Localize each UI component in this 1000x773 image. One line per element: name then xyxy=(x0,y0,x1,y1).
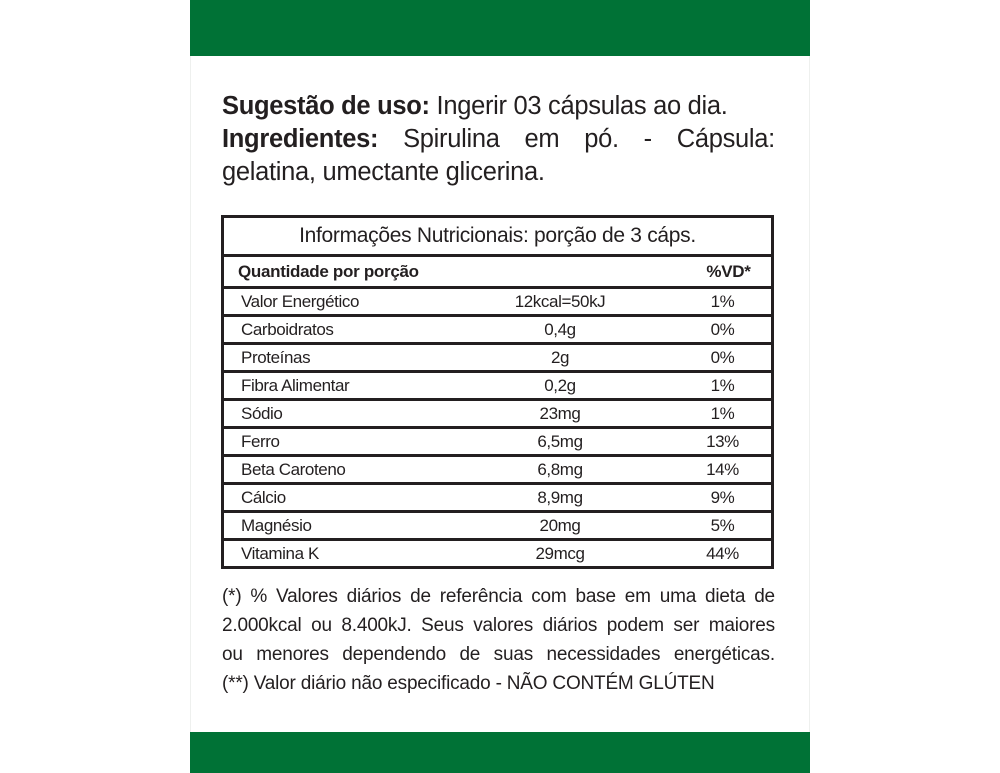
nutrient-dv: 1% xyxy=(710,292,735,311)
table-row: Beta Caroteno 6,8mg 14% xyxy=(224,457,771,485)
footnote-word: suas xyxy=(493,644,534,665)
footnote-word: dieta xyxy=(705,586,746,607)
table-row: Proteínas 2g 0% xyxy=(224,345,771,373)
nutrient-amount: 20mg xyxy=(539,516,581,535)
footnote-word: com xyxy=(531,586,567,607)
footnote-word: energéticas. xyxy=(673,644,775,665)
table-row: Carboidratos 0,4g 0% xyxy=(224,317,771,345)
ingredients-word: Spirulina xyxy=(403,125,500,153)
nutrient-amount: 0,4g xyxy=(544,320,576,339)
header-quantity: Quantidade por porção xyxy=(238,262,419,281)
header-amount xyxy=(484,257,636,286)
footnote-word: Valores xyxy=(276,586,338,607)
nutrient-name: Vitamina K xyxy=(241,544,319,563)
nutrient-dv: 5% xyxy=(710,516,735,535)
footnote-word: Seus xyxy=(421,615,464,636)
usage-and-ingredients: Sugestão de uso: Ingerir 03 cápsulas ao … xyxy=(222,90,775,189)
label-panel xyxy=(190,0,810,773)
footnote-word: em xyxy=(624,586,651,607)
nutrient-dv: 1% xyxy=(710,376,735,395)
nutrient-amount: 8,9mg xyxy=(537,488,583,507)
nutrient-name: Sódio xyxy=(241,404,283,423)
nutrient-amount: 12kcal=50kJ xyxy=(514,292,606,311)
footnote-word: necessidades xyxy=(546,644,661,665)
ingredients-line-2: gelatina, umectante glicerina. xyxy=(222,158,545,186)
table-row: Fibra Alimentar 0,2g 1% xyxy=(224,373,771,401)
footnote-word: de xyxy=(459,644,481,665)
table-row: Valor Energético 12kcal=50kJ 1% xyxy=(224,289,771,317)
ingredients-line: Ingredientes: Spirulina em pó. - Cápsula… xyxy=(222,123,775,156)
nutrition-table-title: Informações Nutricionais: porção de 3 cá… xyxy=(224,218,771,257)
ingredients-label: Ingredientes: xyxy=(222,125,379,153)
footnote-word: ou xyxy=(311,615,332,636)
nutrition-facts-table: Informações Nutricionais: porção de 3 cá… xyxy=(221,215,774,569)
footnote-word: ou xyxy=(222,644,243,665)
nutrient-amount: 2g xyxy=(550,348,570,367)
footnote-word: de xyxy=(754,586,775,607)
nutrient-name: Fibra Alimentar xyxy=(241,376,350,395)
ingredients-word: Cápsula: xyxy=(676,125,776,153)
usage-label: Sugestão de uso: xyxy=(222,92,430,120)
nutrient-name: Ferro xyxy=(241,432,280,451)
footnote-word: diários xyxy=(346,586,402,607)
footnote-word: maiores xyxy=(708,615,775,636)
footnote-word: valores xyxy=(473,615,534,636)
footnote-word: % xyxy=(250,586,268,607)
nutrient-name: Beta Caroteno xyxy=(241,460,346,479)
nutrient-dv: 0% xyxy=(710,320,735,339)
footnote-word: diários xyxy=(542,615,598,636)
ingredients-word: pó. xyxy=(584,125,619,153)
footnote-word: (*) xyxy=(222,586,242,607)
ingredients-word: em xyxy=(524,125,560,153)
table-row: Ferro 6,5mg 13% xyxy=(224,429,771,457)
table-row: Magnésio 20mg 5% xyxy=(224,513,771,541)
footnote-word: de xyxy=(410,586,431,607)
nutrient-dv: 1% xyxy=(710,404,735,423)
nutrient-dv: 0% xyxy=(710,348,735,367)
table-row: Cálcio 8,9mg 9% xyxy=(224,485,771,513)
nutrient-dv: 14% xyxy=(706,460,739,479)
footnote-word: base xyxy=(575,586,616,607)
nutrition-table-body: Valor Energético 12kcal=50kJ 1% Carboidrat… xyxy=(224,289,771,566)
footnote-word: referência xyxy=(439,586,523,607)
nutrient-name: Carboidratos xyxy=(241,320,334,339)
nutrient-dv: 13% xyxy=(706,432,739,451)
nutrient-amount: 6,5mg xyxy=(537,432,583,451)
bottom-green-band xyxy=(190,732,810,773)
footnote-word: 2.000kcal xyxy=(222,615,302,636)
nutrient-dv: 44% xyxy=(706,544,739,563)
nutrient-name: Proteínas xyxy=(241,348,311,367)
nutrient-name: Magnésio xyxy=(241,516,312,535)
ingredients-word: - xyxy=(643,125,653,153)
footnote-word: menores xyxy=(256,644,329,665)
nutrient-name: Valor Energético xyxy=(241,292,360,311)
footnote-line-4: (**) Valor diário não especificado - NÃO… xyxy=(222,673,715,694)
nutrient-dv: 9% xyxy=(710,488,735,507)
top-green-band xyxy=(190,0,810,56)
usage-line: Sugestão de uso: Ingerir 03 cápsulas ao … xyxy=(222,90,775,123)
header-dv: %VD* xyxy=(706,262,751,281)
nutrient-amount: 6,8mg xyxy=(537,460,583,479)
footnote-word: uma xyxy=(659,586,697,607)
nutrient-amount: 29mcg xyxy=(535,544,585,563)
footnote: (*) % Valores diários de referência com … xyxy=(222,582,775,698)
table-row: Sódio 23mg 1% xyxy=(224,401,771,429)
nutrient-name: Cálcio xyxy=(241,488,286,507)
footnote-word: podem xyxy=(606,615,664,636)
footnote-line-3: ou menores dependendo de suas necessidad… xyxy=(222,640,775,669)
usage-text: Ingerir 03 cápsulas ao dia. xyxy=(436,92,728,120)
footnote-word: ser xyxy=(673,615,700,636)
nutrition-table-header: Quantidade por porção %VD* xyxy=(224,257,771,289)
footnote-line-1: (*) % Valores diários de referência com … xyxy=(222,582,775,611)
footnote-word: dependendo xyxy=(342,644,446,665)
nutrient-amount: 0,2g xyxy=(544,376,576,395)
nutrient-amount: 23mg xyxy=(539,404,581,423)
table-row: Vitamina K 29mcg 44% xyxy=(224,541,771,566)
footnote-word: 8.400kJ. xyxy=(341,615,412,636)
footnote-line-2: 2.000kcal ou 8.400kJ. Seus valores diári… xyxy=(222,611,775,640)
